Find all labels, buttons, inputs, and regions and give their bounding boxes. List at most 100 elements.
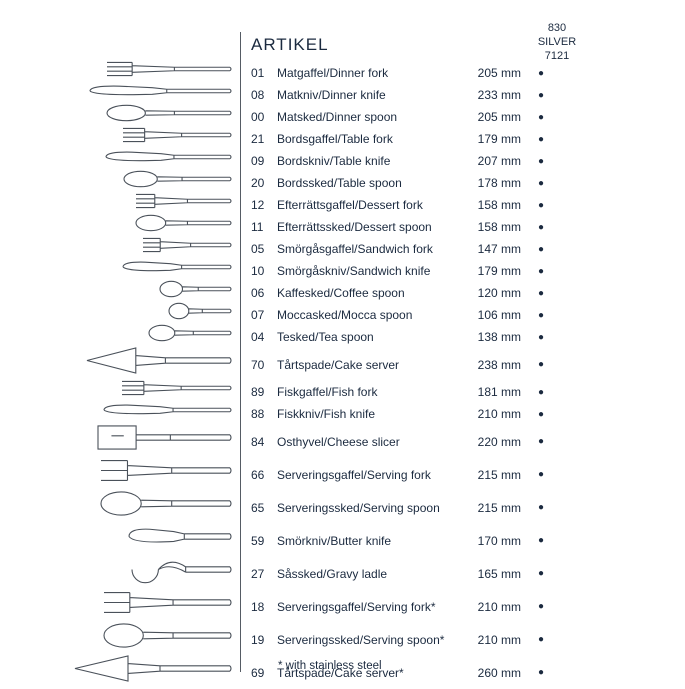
availability-dot: ● [521,387,561,398]
item-name: Fiskgaffel/Fish fork [277,385,465,399]
table-row: 09Bordskniv/Table knife207 mm● [251,150,571,172]
item-length: 181 mm [465,385,521,399]
item-code: 70 [251,358,277,372]
item-name: Serveringsgaffel/Serving fork [277,468,465,482]
item-length: 138 mm [465,330,521,344]
knife-icon [72,80,232,102]
fork-icon [72,234,232,256]
footnote: * with stainless steel [278,660,382,672]
servspoon-icon [72,619,232,652]
item-length: 215 mm [465,468,521,482]
table-row: 88Fiskkniv/Fish knife210 mm● [251,403,571,425]
item-name: Efterrättssked/Dessert spoon [277,220,465,234]
fork-icon [72,58,232,80]
availability-dot: ● [521,68,561,79]
table-row: 84Osthyvel/Cheese slicer220 mm● [251,425,571,458]
item-name: Såssked/Gravy ladle [277,567,465,581]
item-name: Serveringssked/Serving spoon* [277,633,465,647]
table-row: 11Efterrättssked/Dessert spoon158 mm● [251,216,571,238]
item-name: Smörkniv/Butter knife [277,534,465,548]
butter-icon [72,520,232,553]
item-code: 20 [251,176,277,190]
table-row: 12Efterrättsgaffel/Dessert fork158 mm● [251,194,571,216]
item-name: Bordsgaffel/Table fork [277,132,465,146]
item-length: 147 mm [465,242,521,256]
item-code: 09 [251,154,277,168]
table-row: 10Smörgåskniv/Sandwich knife179 mm● [251,260,571,282]
availability-dot: ● [521,667,561,678]
availability-dot: ● [521,634,561,645]
table-row: 08Matkniv/Dinner knife233 mm● [251,84,571,106]
item-code: 12 [251,198,277,212]
table-row: 59Smörkniv/Butter knife170 mm● [251,524,571,557]
vertical-divider [240,32,241,672]
item-code: 66 [251,468,277,482]
table-row: 65Serveringssked/Serving spoon215 mm● [251,491,571,524]
spoon-icon [72,300,232,322]
utensil-illustrations [72,58,232,685]
item-code: 27 [251,567,277,581]
table-row: 19Serveringssked/Serving spoon*210 mm● [251,623,571,656]
table-row: 18Serveringsgaffel/Serving fork*210 mm● [251,590,571,623]
spoon-icon [72,168,232,190]
availability-dot: ● [521,469,561,480]
knife-icon [72,146,232,168]
availability-dot: ● [521,178,561,189]
item-length: 210 mm [465,407,521,421]
item-code: 00 [251,110,277,124]
item-code: 10 [251,264,277,278]
table-row: 70Tårtspade/Cake server238 mm● [251,348,571,381]
availability-dot: ● [521,332,561,343]
item-code: 11 [251,220,277,234]
availability-dot: ● [521,244,561,255]
article-table: 01Matgaffel/Dinner fork205 mm●08Matkniv/… [251,62,571,689]
column-label-line: 830 [532,22,582,36]
table-row: 06Kaffesked/Coffee spoon120 mm● [251,282,571,304]
item-length: 158 mm [465,220,521,234]
item-length: 179 mm [465,264,521,278]
fork-icon [72,124,232,146]
item-name: Moccasked/Mocca spoon [277,308,465,322]
item-length: 106 mm [465,308,521,322]
table-row: 89Fiskgaffel/Fish fork181 mm● [251,381,571,403]
item-length: 158 mm [465,198,521,212]
item-code: 65 [251,501,277,515]
availability-dot: ● [521,288,561,299]
item-length: 120 mm [465,286,521,300]
availability-dot: ● [521,436,561,447]
item-length: 205 mm [465,110,521,124]
table-row: 00Matsked/Dinner spoon205 mm● [251,106,571,128]
item-length: 233 mm [465,88,521,102]
item-length: 210 mm [465,633,521,647]
spoon-icon [72,102,232,124]
item-length: 238 mm [465,358,521,372]
item-code: 69 [251,666,277,680]
availability-dot: ● [521,266,561,277]
item-name: Efterrättsgaffel/Dessert fork [277,198,465,212]
availability-dot: ● [521,134,561,145]
item-code: 18 [251,600,277,614]
item-name: Bordssked/Table spoon [277,176,465,190]
item-name: Matgaffel/Dinner fork [277,66,465,80]
spoon-icon [72,278,232,300]
item-code: 07 [251,308,277,322]
table-row: 27Såssked/Gravy ladle165 mm● [251,557,571,590]
item-code: 21 [251,132,277,146]
availability-dot: ● [521,156,561,167]
item-code: 01 [251,66,277,80]
item-code: 84 [251,435,277,449]
table-row: 66Serveringsgaffel/Serving fork215 mm● [251,458,571,491]
item-length: 260 mm [465,666,521,680]
item-length: 220 mm [465,435,521,449]
page: ARTIKEL 830 SILVER 7121 01Matgaffel/Dinn… [0,0,685,685]
item-name: Tårtspade/Cake server [277,358,465,372]
table-row: 01Matgaffel/Dinner fork205 mm● [251,62,571,84]
fork-icon [72,190,232,212]
item-name: Serveringsgaffel/Serving fork* [277,600,465,614]
availability-dot: ● [521,112,561,123]
heading-artikel: ARTIKEL [251,35,329,55]
item-code: 04 [251,330,277,344]
item-name: Smörgåskniv/Sandwich knife [277,264,465,278]
servspoon-icon [72,487,232,520]
item-name: Matsked/Dinner spoon [277,110,465,124]
